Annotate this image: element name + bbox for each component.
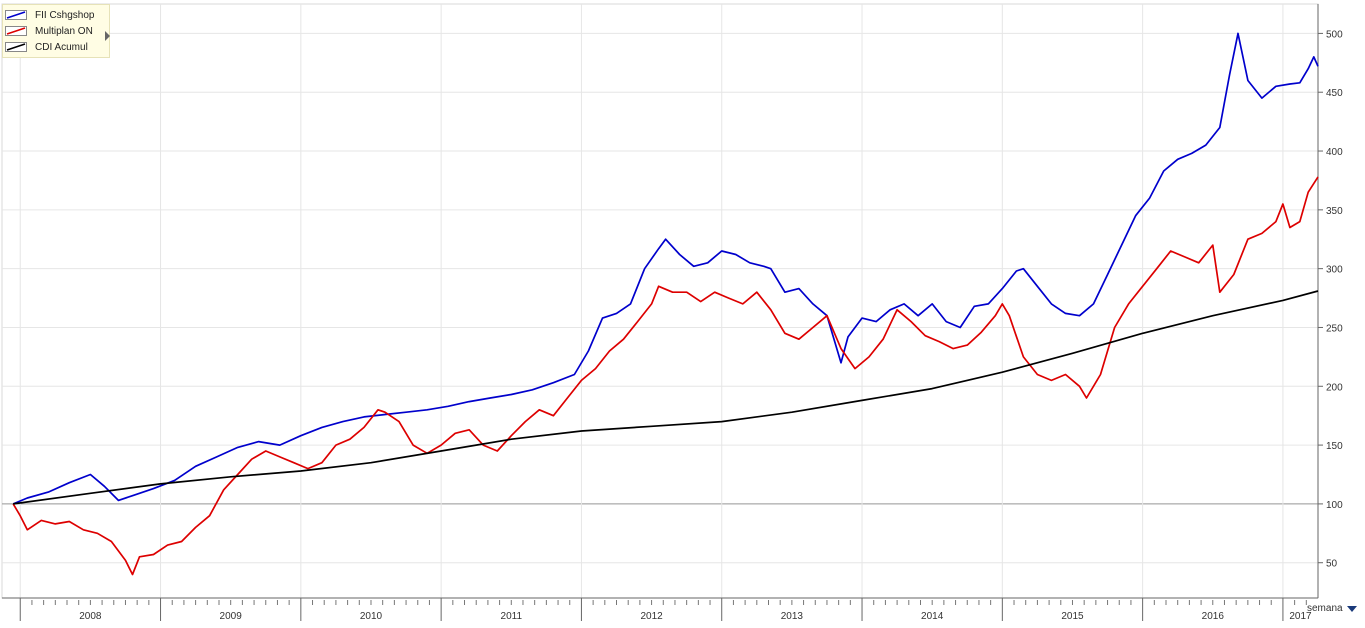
y-tick-label: 200 <box>1326 382 1343 393</box>
line-swatch-icon <box>5 26 27 36</box>
x-tick-label: 2012 <box>640 611 663 622</box>
period-selector[interactable]: semana <box>1307 603 1357 614</box>
y-tick-label: 250 <box>1326 323 1343 334</box>
x-tick-label: 2011 <box>501 611 523 622</box>
legend-label: FII Cshgshop <box>35 9 95 21</box>
x-tick-label: 2010 <box>360 611 383 622</box>
legend-label: Multiplan ON <box>35 25 93 37</box>
y-tick-label: 450 <box>1326 88 1343 99</box>
legend-item-cdi-acumul[interactable]: CDI Acumul <box>5 39 88 55</box>
grid-layer <box>1 3 1319 599</box>
y-tick-label: 300 <box>1326 265 1343 276</box>
legend-expand-arrow-icon[interactable] <box>105 31 110 41</box>
y-tick-label: 350 <box>1326 206 1343 217</box>
series-line-multiplan-on <box>12 176 1319 576</box>
series-layer <box>12 32 1319 576</box>
series-line-fii-cshgshop <box>12 32 1319 505</box>
x-tick-label: 2013 <box>781 611 804 622</box>
y-tick-label: 500 <box>1326 29 1343 40</box>
legend-item-fii-cshgshop[interactable]: FII Cshgshop <box>5 7 94 23</box>
line-swatch-icon <box>5 10 27 20</box>
series-line-cdi-acumul <box>13 290 1319 505</box>
x-tick-label: 2008 <box>79 611 102 622</box>
line-swatch-icon <box>5 42 27 52</box>
x-tick-label: 2016 <box>1202 611 1225 622</box>
plot-area <box>1 3 1319 599</box>
x-tick-label: 2014 <box>921 611 944 622</box>
y-tick-label: 100 <box>1326 500 1343 511</box>
y-tick-label: 400 <box>1326 147 1343 158</box>
x-tick-label: 2009 <box>220 611 243 622</box>
legend: FII Cshgshop Multiplan ON CDI Acumul <box>2 4 110 58</box>
period-selector-label: semana <box>1307 603 1343 614</box>
y-tick-label: 150 <box>1326 441 1343 452</box>
legend-item-multiplan-on[interactable]: Multiplan ON <box>5 23 93 39</box>
y-tick-label: 50 <box>1326 559 1338 570</box>
legend-label: CDI Acumul <box>35 41 88 53</box>
chevron-down-icon <box>1346 605 1357 612</box>
x-tick-label: 2015 <box>1061 611 1084 622</box>
x-tick-label: 2017 <box>1289 611 1312 622</box>
axis-layer: 50 100 150 200 250 300 350 400 450 500 2008 2009 201… <box>2 4 1343 622</box>
